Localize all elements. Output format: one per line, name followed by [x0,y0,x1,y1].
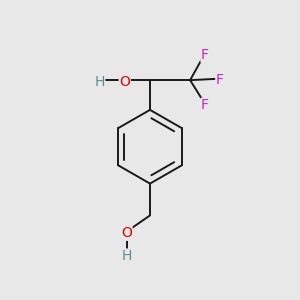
Text: F: F [216,73,224,87]
Text: H: H [94,75,105,89]
Text: H: H [121,249,132,263]
Text: O: O [121,226,132,240]
Text: O: O [119,75,130,89]
Text: F: F [201,48,209,62]
Text: F: F [201,98,209,112]
